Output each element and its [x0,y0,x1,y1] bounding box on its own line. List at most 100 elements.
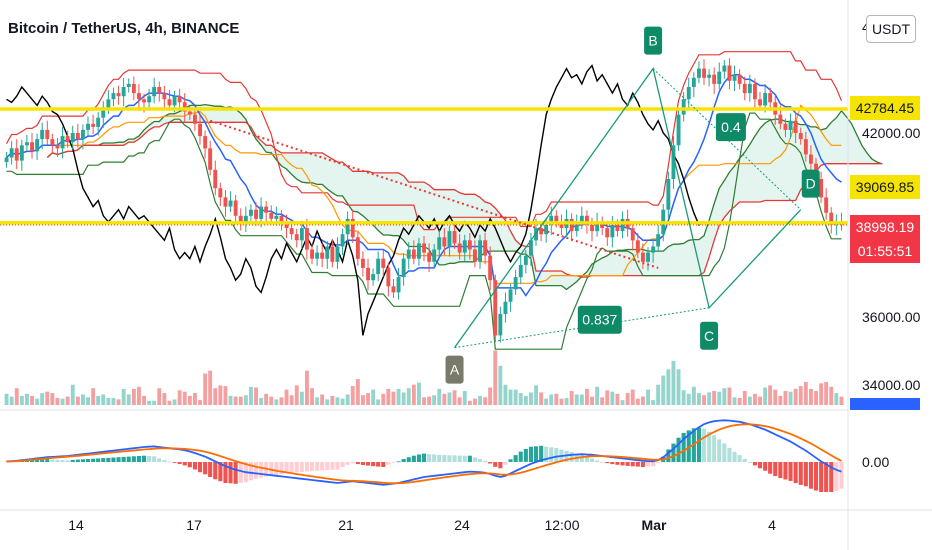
price-tick-label: 0.00 [862,454,889,470]
candle-body [590,225,594,232]
volume-bar [579,394,584,405]
macd-histogram-bar [80,459,85,462]
macd-histogram-bar [55,459,60,463]
macd-histogram-bar [381,462,386,467]
volume-bar [442,393,447,405]
macd-histogram-bar [340,462,345,468]
candle-body [727,65,732,81]
volume-bar [4,393,9,405]
candle-body [778,114,783,124]
ratio-ab-label-text: 0.837 [582,312,617,328]
volume-bar [30,395,34,405]
volume-bar [651,400,656,405]
volume-bar [218,385,223,405]
price-badge-text: 01:55:51 [858,243,913,259]
candle-body [753,83,757,100]
volume-bar [513,389,518,405]
volume-bar [101,394,106,405]
candle-body [121,87,126,97]
volume-bar [544,398,549,405]
volume-bar [274,399,279,405]
volume-bar [793,388,798,405]
macd-histogram-bar [396,461,401,463]
macd-histogram-bar [528,446,533,462]
candle-body [396,277,401,293]
candle-body [391,286,396,293]
candle-body [19,145,24,161]
macd-histogram-bar [579,454,584,462]
volume-bars [4,350,844,405]
macd-histogram-bar [564,450,569,462]
macd-histogram-bar [752,462,757,466]
volume-bar [167,400,172,405]
macd-histogram-bar [793,462,798,484]
volume-bar [116,399,121,405]
candle-body [25,142,29,146]
macd-histogram-bar [457,455,462,463]
candle-body [427,252,432,262]
volume-bar [320,394,325,405]
candle-body [824,197,829,213]
candle-body [274,215,279,219]
candle-body [208,148,213,170]
candle-body [635,240,640,253]
ichimoku-cloud [47,104,883,290]
candle-body [595,221,600,232]
volume-bar [590,396,594,405]
candle-body [386,267,391,287]
volume-bar [19,395,24,405]
candle-body [666,179,671,210]
ratio-ab-label: 0.837 [577,305,622,334]
candle-body [198,123,202,137]
volume-bar [152,400,157,405]
macd-histogram-bar [788,462,793,481]
volume-bar [228,395,233,405]
ratio-bc-label: 0.4 [715,113,746,142]
volume-bar [615,393,620,405]
volume-bar [829,386,834,405]
volume-bar [381,393,386,405]
volume-bar [70,384,75,405]
volume-bar [406,388,411,405]
candle-body [467,240,472,250]
macd-histogram-bar [702,428,707,462]
macd-histogram-bar [539,445,544,462]
macd-histogram-bar [584,456,589,463]
dotted-trendline [209,119,659,269]
time-tick-label: 4 [768,517,776,533]
candle-body [315,252,320,259]
point-a-label-text: A [450,362,460,378]
macd-histogram-bar [401,459,406,462]
cloud-fill [47,104,883,290]
volume-bar [147,400,152,405]
price-badge-text: 38998.19 [856,219,915,235]
macd-histogram-bar [819,462,824,492]
candle-body [238,215,243,222]
volume-bar [727,387,732,405]
volume-bar [666,369,671,405]
macd-histogram-bar [142,455,147,462]
macd-histogram-bar [651,462,656,467]
volume-bar [75,396,80,405]
macd-histogram-bar [808,462,813,489]
volume-bar [574,394,579,405]
price-tick-label: 42000.00 [862,125,921,141]
volume-bar [478,395,482,405]
macd-histogram-bar [773,462,778,477]
volume-bar [137,386,141,405]
volume-bar [198,400,202,405]
volume-bar [758,396,762,405]
volume-bar [345,394,350,405]
macd-histogram-bar [737,455,742,462]
candle-body [671,145,676,179]
candle-body [249,209,253,216]
volume-bar [569,391,574,405]
macd-histogram-bar [299,462,304,472]
candle-body [641,252,645,262]
candle-body [371,274,376,281]
volume-bar [646,389,650,405]
candle-body [630,228,635,241]
candle-body [320,252,325,259]
currency-button[interactable]: USDT [866,15,916,43]
